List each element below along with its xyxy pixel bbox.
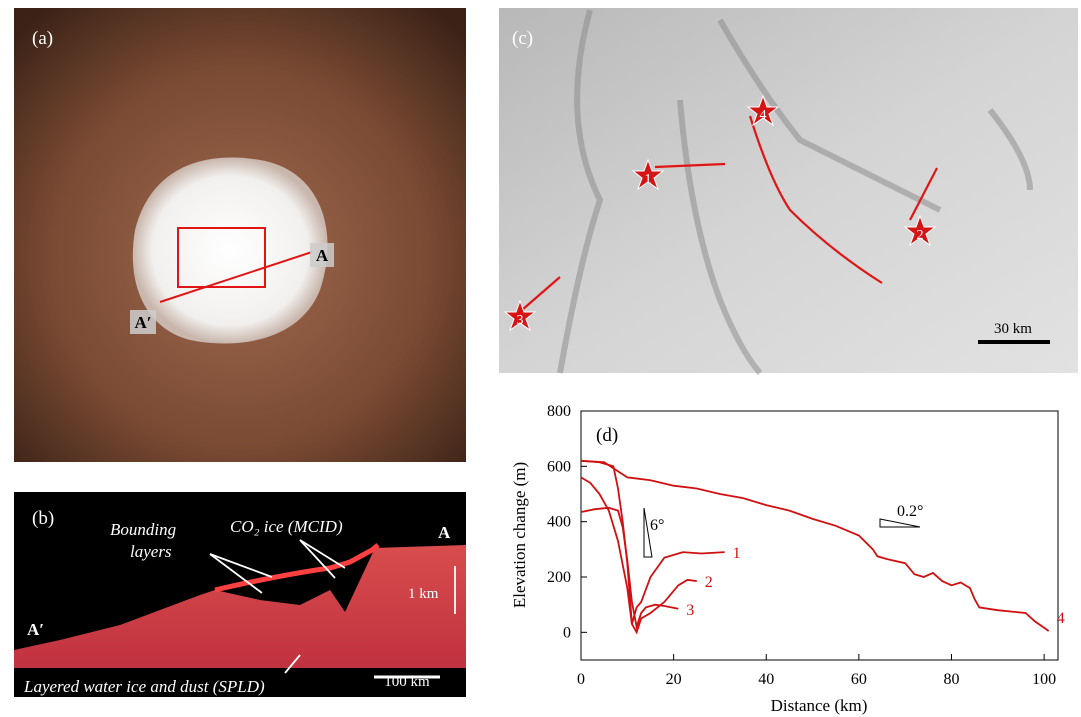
panel-d: (d) Distance (km) Elevation change (m) 6…: [510, 403, 1065, 715]
point-label: A′: [134, 313, 151, 332]
annotation: CO₂ ice (MCID): [230, 517, 343, 536]
point-label: A: [316, 246, 329, 265]
panel-a: (a) A A′: [14, 8, 466, 462]
star-label: 2: [917, 228, 924, 243]
scale-label: 100 km: [384, 674, 430, 690]
annotation: Layered water ice and dust (SPLD): [23, 677, 265, 696]
profile-line: [581, 477, 697, 632]
star-label: 3: [517, 313, 524, 328]
series-label: 2: [705, 574, 713, 591]
plot-frame: [581, 411, 1058, 660]
panel-label: (d): [596, 425, 618, 446]
scale-label: 30 km: [994, 321, 1032, 337]
annotation: 0.2°: [897, 503, 923, 520]
y-tick-label: 200: [547, 569, 571, 586]
dem-image: [499, 8, 1078, 373]
star-label: 4: [760, 108, 767, 123]
x-tick-label: 80: [943, 671, 959, 688]
series-label: 4: [1057, 610, 1065, 627]
x-axis-label: Distance (km): [771, 696, 868, 715]
panel-label: (c): [512, 28, 533, 49]
figure: (a) A A′ (b) Bounding layers CO₂ ice (MC…: [0, 0, 1081, 717]
y-tick-label: 400: [547, 514, 571, 531]
panel-b: (b) Bounding layers CO₂ ice (MCID) A A′ …: [14, 492, 466, 697]
series-label: 1: [733, 545, 741, 562]
annotation: Bounding: [110, 520, 176, 539]
x-tick-label: 20: [666, 671, 682, 688]
y-tick-label: 0: [563, 624, 571, 641]
annotation: 6°: [650, 517, 664, 534]
point-label: A′: [27, 620, 44, 639]
x-tick-label: 100: [1032, 671, 1056, 688]
x-tick-label: 60: [851, 671, 867, 688]
polar-cap: [133, 158, 328, 344]
profile-line: [581, 461, 725, 624]
y-tick-label: 600: [547, 458, 571, 475]
slope-triangle: [880, 519, 920, 527]
y-tick-label: 800: [547, 403, 571, 420]
scale-label: 1 km: [408, 586, 439, 602]
point-label: A: [438, 523, 451, 542]
x-tick-label: 0: [577, 671, 585, 688]
x-tick-label: 40: [758, 671, 774, 688]
star-label: 1: [645, 172, 652, 187]
y-axis-label: Elevation change (m): [510, 462, 529, 608]
series-label: 3: [686, 602, 694, 619]
panel-label: (a): [32, 28, 53, 49]
annotation: layers: [130, 542, 172, 561]
panel-c: 1 2 3 4 (c) 30 km: [499, 8, 1078, 373]
panel-label: (b): [32, 508, 54, 529]
